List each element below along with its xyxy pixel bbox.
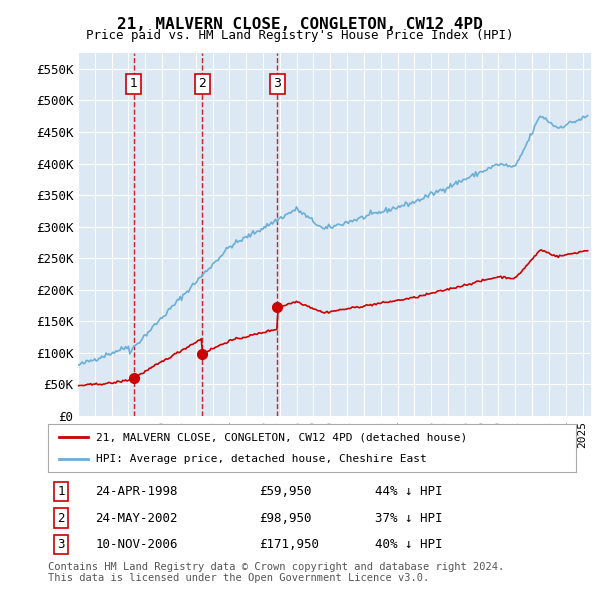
Text: HPI: Average price, detached house, Cheshire East: HPI: Average price, detached house, Ches… [95, 454, 426, 464]
Text: 1: 1 [130, 77, 137, 90]
Text: 2: 2 [199, 77, 206, 90]
Text: 2: 2 [58, 512, 65, 525]
Text: Price paid vs. HM Land Registry's House Price Index (HPI): Price paid vs. HM Land Registry's House … [86, 30, 514, 42]
Text: 3: 3 [274, 77, 281, 90]
Text: 24-MAY-2002: 24-MAY-2002 [95, 512, 178, 525]
Text: 40% ↓ HPI: 40% ↓ HPI [376, 538, 443, 551]
Text: 44% ↓ HPI: 44% ↓ HPI [376, 485, 443, 498]
Text: 10-NOV-2006: 10-NOV-2006 [95, 538, 178, 551]
Text: 21, MALVERN CLOSE, CONGLETON, CW12 4PD: 21, MALVERN CLOSE, CONGLETON, CW12 4PD [117, 17, 483, 31]
Text: 24-APR-1998: 24-APR-1998 [95, 485, 178, 498]
Text: 37% ↓ HPI: 37% ↓ HPI [376, 512, 443, 525]
Text: £59,950: £59,950 [259, 485, 312, 498]
Text: £98,950: £98,950 [259, 512, 312, 525]
Text: 1: 1 [58, 485, 65, 498]
Text: 21, MALVERN CLOSE, CONGLETON, CW12 4PD (detached house): 21, MALVERN CLOSE, CONGLETON, CW12 4PD (… [95, 432, 467, 442]
Text: £171,950: £171,950 [259, 538, 319, 551]
Text: 3: 3 [58, 538, 65, 551]
Text: Contains HM Land Registry data © Crown copyright and database right 2024.
This d: Contains HM Land Registry data © Crown c… [48, 562, 504, 584]
